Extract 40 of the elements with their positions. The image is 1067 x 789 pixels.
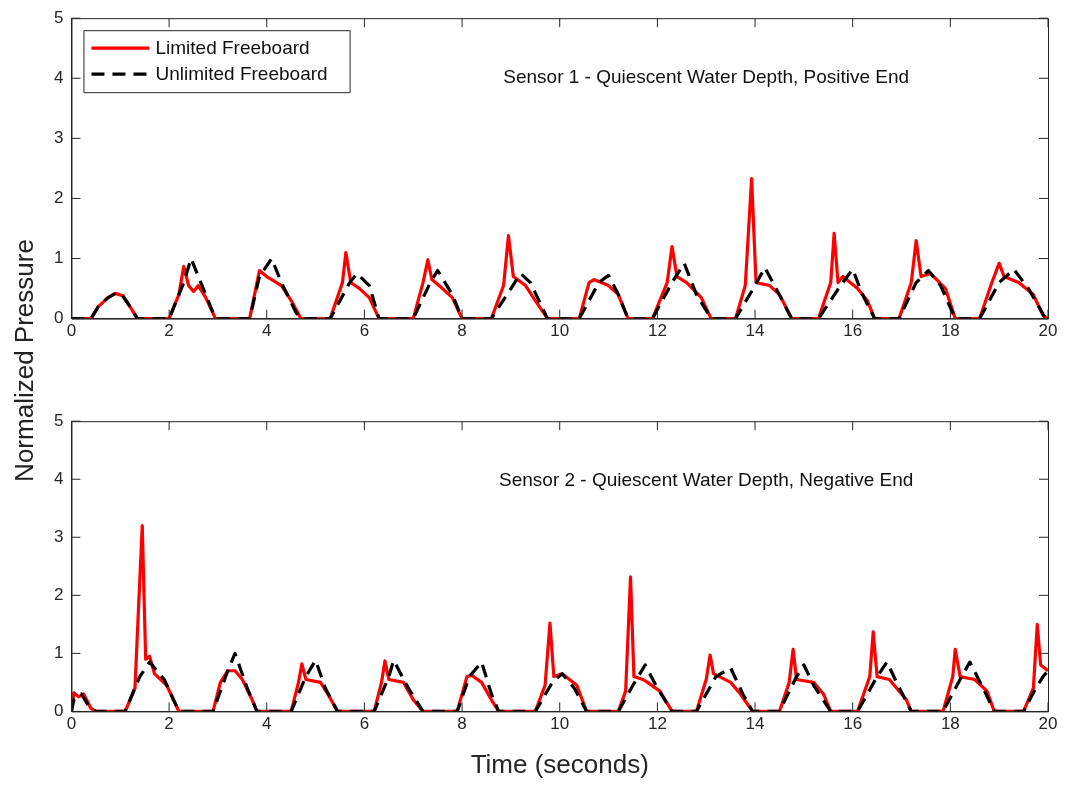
x-tick-label: 0 (66, 321, 77, 341)
x-axis-title: Time (seconds) (470, 748, 649, 779)
x-tick-label: 12 (647, 321, 667, 341)
x-tick-label: 2 (164, 321, 174, 341)
annotation: Sensor 2 - Quiescent Water Depth, Negative End (499, 469, 914, 491)
annotation: Sensor 1 - Quiescent Water Depth, Positive End (503, 66, 910, 88)
x-tick-label: 2 (164, 714, 174, 734)
legend-label: Limited Freeboard (155, 37, 310, 59)
y-axis-title: Normalized Pressure (8, 238, 40, 482)
x-tick-label: 12 (647, 714, 667, 734)
x-tick-label: 10 (550, 321, 570, 341)
y-tick-label: 3 (53, 128, 64, 148)
x-tick-label: 18 (940, 321, 960, 341)
x-tick-label: 16 (843, 714, 863, 734)
x-tick-label: 20 (1038, 321, 1058, 341)
x-tick-label: 0 (66, 714, 77, 734)
x-tick-label: 4 (262, 321, 272, 341)
y-tick-label: 3 (53, 526, 64, 546)
y-tick-label: 0 (53, 701, 64, 721)
x-tick-label: 4 (262, 714, 272, 734)
y-tick-label: 0 (53, 308, 64, 328)
y-tick-label: 2 (53, 585, 64, 605)
x-tick-label: 14 (745, 714, 765, 734)
x-tick-label: 6 (359, 714, 370, 734)
y-tick-label: 4 (53, 67, 64, 87)
y-tick-label: 4 (53, 468, 64, 488)
y-tick-label: 1 (53, 643, 64, 663)
x-tick-label: 18 (940, 714, 960, 734)
x-tick-label: 6 (359, 321, 370, 341)
y-tick-label: 5 (53, 7, 64, 27)
x-tick-label: 16 (843, 321, 863, 341)
x-tick-label: 20 (1038, 714, 1058, 734)
x-tick-label: 8 (457, 321, 467, 341)
x-tick-label: 8 (457, 714, 467, 734)
x-tick-label: 14 (745, 321, 765, 341)
legend-label: Unlimited Freeboard (155, 63, 328, 85)
y-tick-label: 5 (53, 410, 64, 430)
y-tick-label: 2 (53, 188, 64, 208)
y-tick-label: 1 (53, 248, 64, 268)
x-tick-label: 10 (550, 714, 570, 734)
